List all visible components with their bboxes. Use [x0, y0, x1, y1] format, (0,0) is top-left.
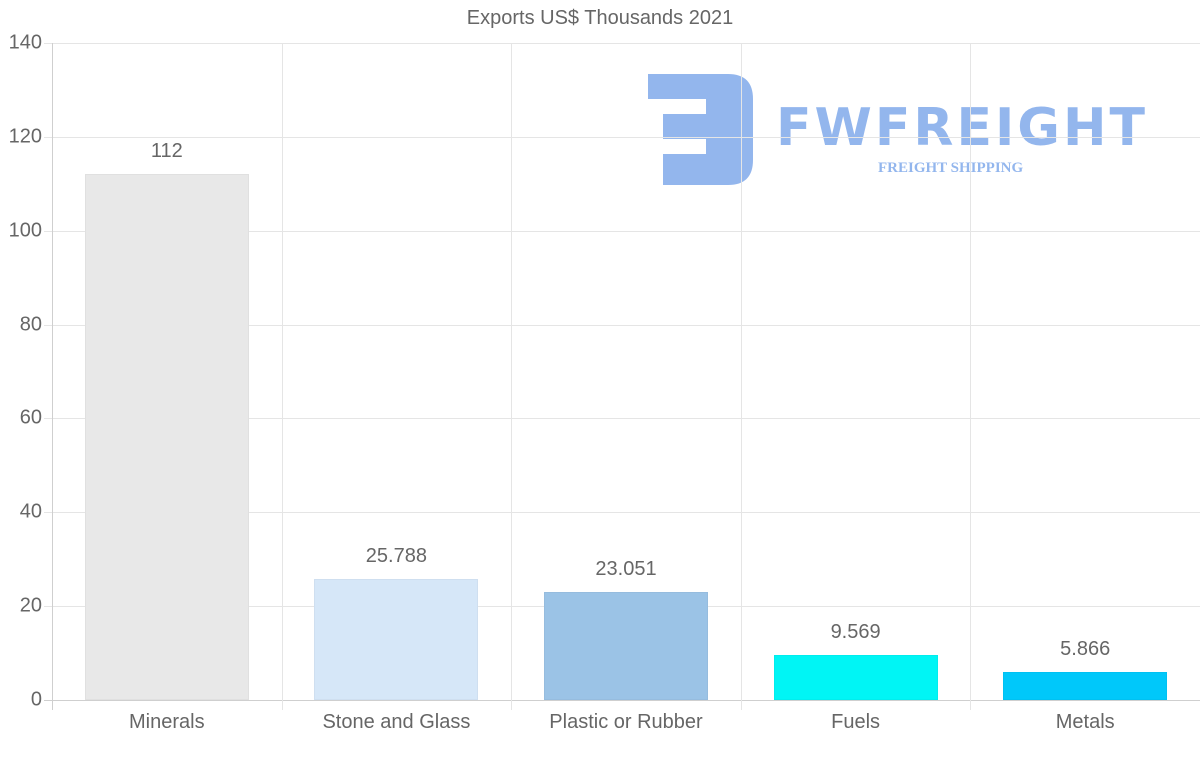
y-tick-label: 80 [19, 313, 42, 336]
x-tick-label: Minerals [129, 711, 205, 733]
y-tick-label: 140 [8, 31, 42, 54]
gridline-y [44, 136, 1200, 138]
plot-area: 112 25.788 23.051 9.569 5.866 [44, 43, 1200, 710]
y-tick-label: 20 [19, 594, 42, 617]
fwfreight-logo-icon [648, 74, 753, 185]
gridline-y [44, 418, 1200, 420]
bar-value-label: 5.866 [1060, 638, 1111, 661]
chart-title: Exports US$ Thousands 2021 [466, 7, 734, 29]
y-tick-label: 0 [30, 688, 42, 711]
bar-fuels[interactable] [773, 655, 938, 700]
y-tick-label: 60 [19, 406, 42, 429]
gridline-y [44, 230, 1200, 232]
gridline-y [44, 512, 1200, 514]
bar-minerals[interactable] [84, 174, 249, 700]
gridline-x [511, 43, 513, 710]
gridline-x [281, 43, 283, 710]
watermark-tagline: FREIGHT SHIPPING [878, 160, 1024, 176]
gridline-y [44, 324, 1200, 326]
gridline-x [970, 43, 972, 710]
y-tick-label: 120 [8, 125, 42, 148]
gridline-y [44, 700, 1200, 701]
bar-value-label: 112 [150, 140, 183, 163]
gridline-x [740, 43, 742, 710]
bar-plastic-or-rubber[interactable] [543, 591, 709, 700]
bar-value-label: 23.051 [595, 557, 657, 580]
bar-stone-and-glass[interactable] [314, 578, 479, 700]
y-tick-label: 40 [19, 500, 42, 523]
x-tick-label: Fuels [831, 711, 881, 733]
x-tick-label: Stone and Glass [322, 711, 471, 733]
y-tick-label: 100 [8, 219, 42, 242]
bar-metals[interactable] [1003, 672, 1168, 700]
bar-value-label: 9.569 [830, 621, 881, 644]
x-tick-label: Metals [1055, 711, 1115, 733]
gridline-y [44, 43, 1200, 44]
fwfreight-watermark: FWFREIGHT FREIGHT SHIPPING [648, 74, 1158, 186]
gridline-x [52, 43, 53, 710]
bar-value-label: 25.788 [365, 544, 427, 567]
x-tick-label: Plastic or Rubber [549, 711, 703, 733]
watermark-brand: FWFREIGHT [776, 98, 1148, 158]
